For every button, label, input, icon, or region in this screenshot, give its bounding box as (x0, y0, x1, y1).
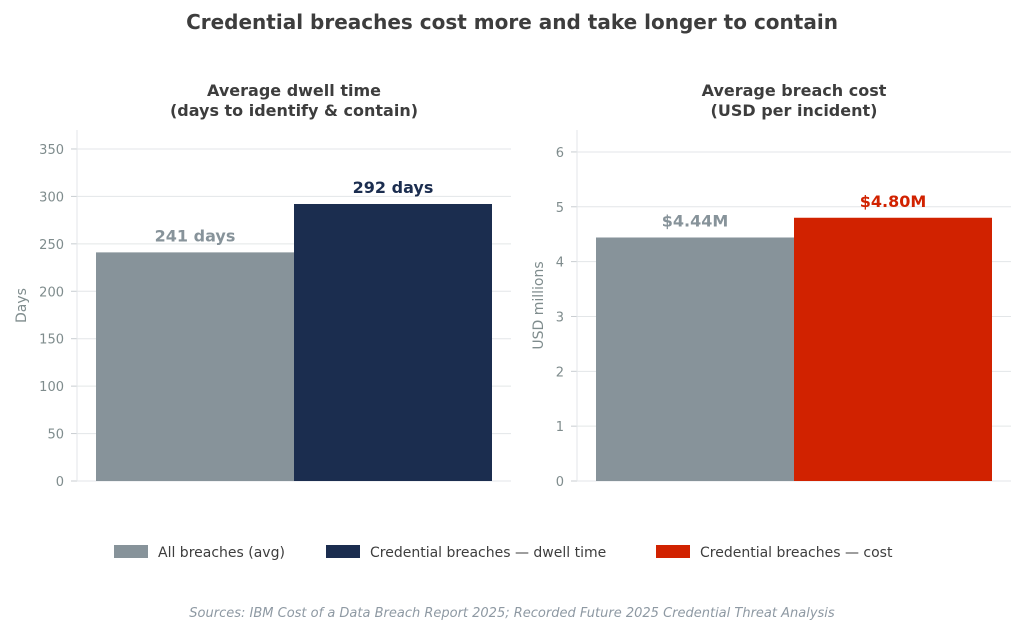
y-tick-label: 150 (39, 333, 64, 348)
legend-item: All breaches (avg) (114, 545, 285, 561)
legend-swatch (326, 545, 360, 558)
y-tick-label: 200 (39, 285, 64, 300)
bar-data-label: $4.44M (662, 211, 729, 230)
y-axis-label: Days (14, 288, 30, 323)
y-tick-label: 50 (47, 428, 64, 443)
y-tick-label: 250 (39, 238, 64, 253)
chart-panel-1: Average dwell time(days to identify & co… (14, 81, 511, 490)
legend-item: Credential breaches — dwell time (326, 545, 606, 561)
panel-title-line: Average breach cost (702, 81, 887, 100)
y-tick-label: 6 (556, 146, 564, 161)
bar (794, 217, 992, 481)
bar (294, 203, 492, 481)
chart-panel-2: Average breach cost(USD per incident) 0 1 2… (531, 81, 1011, 490)
legend-swatch (114, 545, 148, 558)
legend-label: All breaches (avg) (158, 545, 285, 561)
y-tick-label: 0 (556, 475, 564, 490)
legend-swatch (656, 545, 690, 558)
source-note: Sources: IBM Cost of a Data Breach Repor… (189, 606, 835, 621)
y-tick-label: 350 (39, 143, 64, 158)
y-tick-label: 4 (556, 256, 564, 271)
y-tick-label: 5 (556, 201, 564, 216)
y-tick-label: 3 (556, 310, 564, 325)
y-tick-label: 2 (556, 365, 564, 380)
panel-title-line: (USD per incident) (711, 101, 878, 120)
legend-label: Credential breaches — dwell time (370, 545, 606, 561)
panel-title-line: (days to identify & contain) (170, 101, 418, 120)
y-tick-label: 1 (556, 420, 564, 435)
chart-title: Credential breaches cost more and take l… (186, 10, 838, 34)
panel-title-line: Average dwell time (207, 81, 381, 100)
y-tick-label: 100 (39, 380, 64, 395)
y-axis-label: USD millions (531, 261, 547, 349)
bar-data-label: 241 days (155, 226, 236, 245)
legend-label: Credential breaches — cost (700, 545, 893, 561)
bar (596, 237, 794, 481)
y-tick-label: 300 (39, 190, 64, 205)
legend-item: Credential breaches — cost (656, 545, 893, 561)
y-tick-label: 0 (56, 475, 64, 490)
bar-data-label: $4.80M (860, 192, 927, 211)
legend: All breaches (avg) Credential breaches — … (114, 545, 893, 561)
bar (96, 252, 294, 481)
bar-data-label: 292 days (353, 178, 434, 197)
